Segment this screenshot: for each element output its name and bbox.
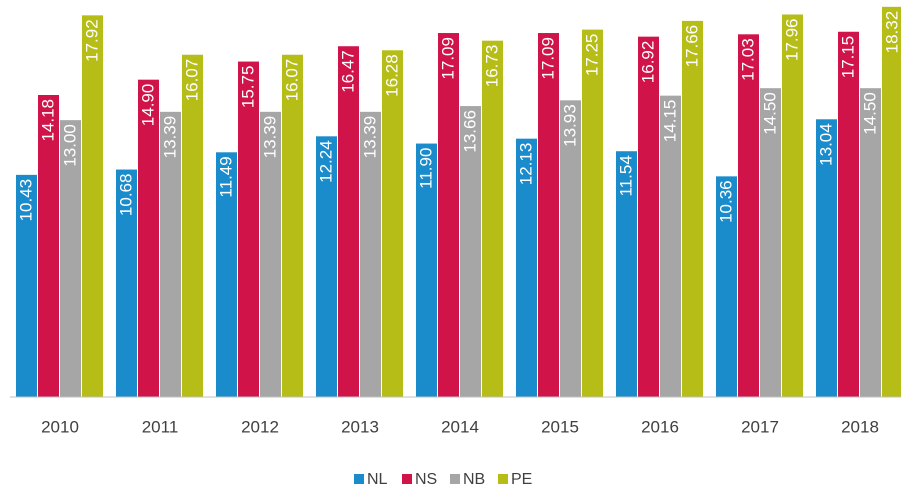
bar — [16, 174, 37, 397]
value-label: 13.39 — [260, 116, 279, 159]
x-tick-label: 2015 — [541, 417, 579, 436]
value-label: 14.18 — [38, 99, 57, 142]
value-label: 16.73 — [482, 45, 501, 88]
x-tick-label: 2017 — [741, 417, 779, 436]
bar — [282, 54, 303, 397]
bar — [560, 100, 581, 398]
bar — [182, 54, 203, 397]
bar — [660, 95, 681, 397]
legend-label: NS — [415, 471, 437, 488]
bar — [216, 152, 237, 397]
value-label: 16.92 — [638, 41, 657, 84]
bar — [860, 88, 881, 398]
bar — [616, 151, 637, 397]
value-label: 15.75 — [238, 66, 257, 109]
value-label: 16.28 — [382, 54, 401, 97]
value-label: 17.15 — [838, 36, 857, 79]
bar — [538, 33, 559, 398]
value-label: 14.50 — [760, 92, 779, 135]
value-label: 12.24 — [316, 140, 335, 183]
bar — [682, 20, 703, 397]
bar — [382, 50, 403, 397]
value-label: 16.07 — [282, 59, 301, 102]
value-label: 13.39 — [360, 116, 379, 159]
value-label: 12.13 — [516, 143, 535, 186]
x-tick-label: 2010 — [41, 417, 79, 436]
value-label: 13.00 — [60, 124, 79, 167]
bar — [116, 169, 137, 397]
bar — [338, 46, 359, 397]
bar — [638, 36, 659, 398]
value-label: 10.68 — [116, 174, 135, 217]
bar — [782, 14, 803, 397]
legend-swatch — [402, 474, 412, 484]
value-label: 18.32 — [882, 11, 901, 54]
bar — [38, 95, 59, 397]
bar — [582, 29, 603, 398]
value-label: 10.36 — [716, 180, 735, 223]
value-label: 11.49 — [216, 156, 235, 197]
legend-label: NB — [463, 471, 485, 488]
legend-swatch — [450, 474, 460, 484]
bar — [60, 120, 81, 397]
value-label: 17.09 — [438, 37, 457, 80]
bar — [482, 40, 503, 397]
value-label: 11.90 — [416, 148, 435, 189]
value-label: 17.66 — [682, 25, 701, 68]
bar — [138, 79, 159, 397]
bar — [82, 15, 103, 398]
bar — [160, 111, 181, 397]
x-tick-label: 2016 — [641, 417, 679, 436]
bar — [360, 111, 381, 397]
bar — [438, 33, 459, 398]
x-tick-label: 2014 — [441, 417, 479, 436]
bar — [760, 88, 781, 398]
value-label: 10.43 — [16, 179, 35, 222]
bar — [882, 6, 901, 397]
value-label: 13.04 — [816, 123, 835, 166]
value-label: 17.96 — [782, 19, 801, 62]
value-label: 16.47 — [338, 50, 357, 93]
bar — [738, 34, 759, 397]
value-label: 14.50 — [860, 92, 879, 135]
bar — [516, 138, 537, 397]
value-label: 13.39 — [160, 116, 179, 159]
value-label: 13.66 — [460, 110, 479, 153]
x-tick-label: 2018 — [841, 417, 879, 436]
bar — [416, 143, 437, 397]
bar — [716, 176, 737, 397]
bar — [260, 111, 281, 397]
bar — [238, 61, 259, 397]
bar — [838, 31, 859, 398]
x-tick-label: 2013 — [341, 417, 379, 436]
value-label: 11.54 — [616, 155, 635, 196]
legend-swatch — [354, 474, 364, 484]
x-tick-label: 2011 — [142, 417, 179, 436]
bar — [316, 136, 337, 397]
value-label: 14.90 — [138, 84, 157, 127]
x-tick-label: 2012 — [241, 417, 279, 436]
value-label: 14.15 — [660, 100, 679, 143]
value-label: 17.92 — [82, 19, 101, 62]
legend-swatch — [498, 474, 508, 484]
value-label: 17.25 — [582, 34, 601, 77]
value-label: 16.07 — [182, 59, 201, 102]
legend-label: PE — [511, 471, 532, 488]
bar — [460, 106, 481, 397]
value-label: 13.93 — [560, 104, 579, 147]
legend-label: NL — [367, 471, 388, 488]
value-label: 17.09 — [538, 37, 557, 80]
bar — [816, 119, 837, 398]
value-label: 17.03 — [738, 38, 757, 81]
